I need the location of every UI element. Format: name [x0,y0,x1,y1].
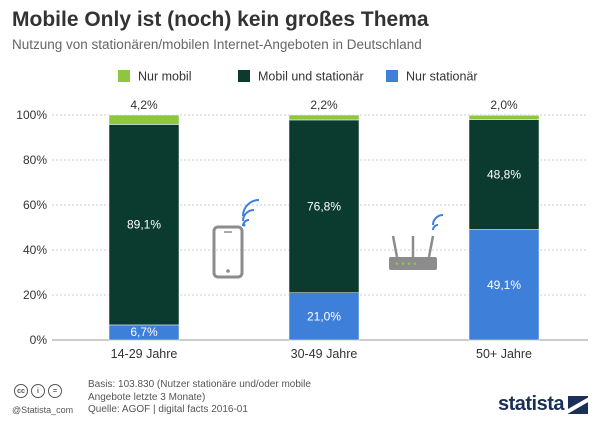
x-tick-label: 50+ Jahre [476,347,532,361]
data-label: 4,2% [130,98,158,112]
statista-logo[interactable]: statista [498,393,588,416]
legend-swatch [238,70,250,82]
smartphone-wifi-icon [212,199,260,279]
cc-icon: cc [14,384,28,398]
y-tick-label: 100% [16,108,47,122]
chart-subtitle: Nutzung von stationären/mobilen Internet… [12,37,422,52]
data-label: 48,8% [487,168,521,182]
router-icon [389,214,444,270]
stacked-bar-chart: Nur mobil Mobil und stationär Nur stationä… [16,70,588,361]
data-label: 21,0% [307,309,341,323]
y-tick-label: 60% [23,198,47,212]
license-icons: cc i = [14,384,62,398]
x-tick-label: 14-29 Jahre [111,347,178,361]
data-label: 49,1% [487,278,521,292]
y-tick-label: 80% [23,153,47,167]
y-tick-label: 0% [30,333,48,347]
bar-segment [468,229,540,341]
data-label: 2,2% [310,98,338,112]
legend-label: Mobil und stationär [258,70,364,84]
bar-segment [288,119,360,293]
statista-handle[interactable]: @Statista_com [12,405,74,415]
data-label: 76,8% [307,199,341,213]
y-tick-label: 40% [23,243,47,257]
source-text: Quelle: AGOF | digital facts 2016-01 [88,404,248,415]
legend-label: Nur mobil [138,70,192,84]
x-tick-label: 30-49 Jahre [291,347,358,361]
source-note: Basis: 103.830 (Nutzer stationäre und/od… [88,379,348,417]
data-label: 6,7% [130,325,158,339]
no-derivatives-icon: = [48,384,62,398]
legend-label: Nur stationär [406,70,478,84]
bar-segment [468,114,540,120]
legend-swatch [386,70,398,82]
attribution-icon: i [31,384,45,398]
data-label: 89,1% [127,218,161,232]
bar-segment [288,114,360,121]
chart-title: Mobile Only ist (noch) kein großes Thema [12,8,429,31]
y-tick-label: 20% [23,288,47,302]
legend-swatch [118,70,130,82]
bar-segment [468,119,540,230]
logo-text: statista [497,393,565,415]
bar-segment [288,292,360,341]
logo-mark-icon [568,395,588,414]
bar-segment [108,114,180,125]
basis-text: Basis: 103.830 (Nutzer stationäre und/od… [88,379,311,403]
data-label: 2,0% [490,98,518,112]
